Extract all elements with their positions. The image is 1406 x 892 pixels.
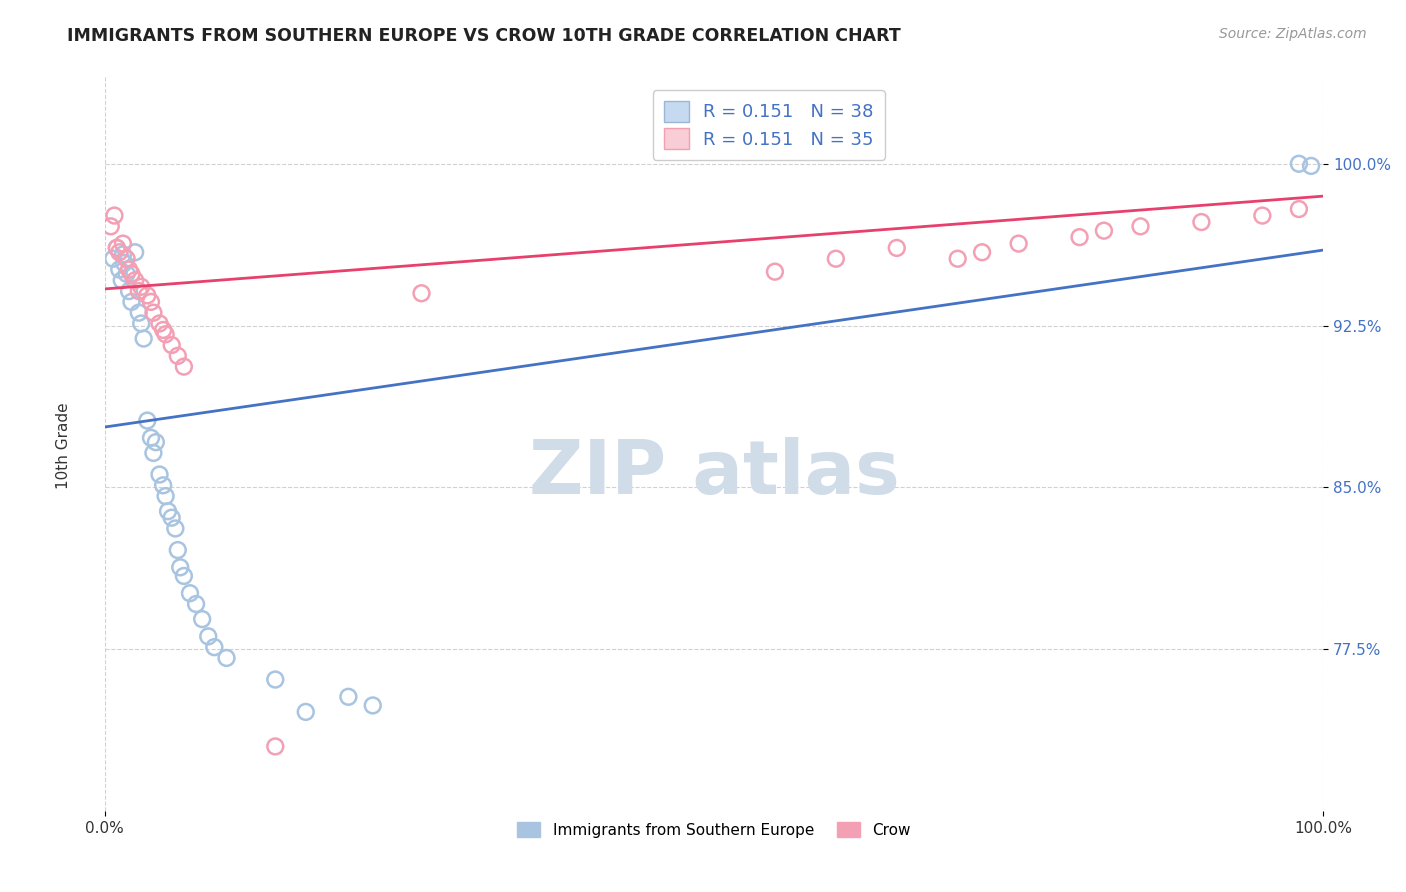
Point (886, 241, 908, 255)
Legend: Immigrants from Southern Europe, Crow: Immigrants from Southern Europe, Crow (512, 815, 917, 844)
Point (160, 510, 183, 524)
Point (139, 431, 162, 445)
Point (103, 252, 125, 266)
Point (115, 252, 138, 266)
Point (361, 698, 384, 713)
Point (115, 267, 138, 281)
Point (148, 467, 170, 482)
Point (215, 651, 238, 665)
Text: ZIP atlas: ZIP atlas (529, 437, 900, 510)
Point (128, 306, 150, 320)
Point (1129, 219, 1152, 234)
Point (105, 241, 128, 255)
Point (100, 219, 122, 234)
Point (148, 317, 170, 331)
Point (970, 245, 993, 260)
Point (111, 273, 134, 287)
Point (124, 273, 146, 287)
Point (142, 306, 165, 320)
Point (763, 265, 786, 279)
Point (145, 435, 167, 450)
Point (1288, 157, 1310, 171)
Point (129, 279, 152, 293)
Point (165, 521, 187, 535)
Point (1189, 215, 1212, 229)
Point (118, 284, 141, 298)
Point (1007, 236, 1029, 251)
Point (197, 629, 219, 643)
Point (111, 236, 134, 251)
Point (169, 560, 191, 574)
Point (129, 317, 152, 331)
Point (337, 690, 360, 704)
Point (184, 597, 207, 611)
Point (411, 286, 433, 301)
Point (152, 478, 174, 492)
Point (121, 294, 143, 309)
Point (155, 327, 177, 342)
Point (1069, 230, 1091, 244)
Point (142, 446, 165, 460)
Point (179, 586, 201, 600)
Point (139, 294, 162, 309)
Point (121, 267, 143, 281)
Point (132, 332, 155, 346)
Point (1092, 224, 1115, 238)
Point (157, 504, 180, 518)
Text: 10th Grade: 10th Grade (56, 402, 70, 490)
Point (824, 252, 846, 266)
Point (103, 209, 125, 223)
Point (111, 247, 134, 261)
Point (264, 673, 287, 687)
Point (155, 489, 177, 503)
Point (166, 543, 188, 558)
Point (124, 245, 146, 260)
Point (166, 349, 188, 363)
Point (1299, 159, 1322, 173)
Point (173, 359, 195, 374)
Point (294, 705, 316, 719)
Point (105, 241, 128, 255)
Point (128, 284, 150, 298)
Text: IMMIGRANTS FROM SOUTHERN EUROPE VS CROW 10TH GRADE CORRELATION CHART: IMMIGRANTS FROM SOUTHERN EUROPE VS CROW … (67, 27, 901, 45)
Point (108, 245, 131, 260)
Point (264, 739, 287, 754)
Point (152, 323, 174, 337)
Point (136, 288, 159, 302)
Point (136, 413, 159, 427)
Point (173, 569, 195, 583)
Point (1251, 209, 1274, 223)
Point (112, 256, 135, 270)
Point (108, 262, 131, 277)
Point (160, 338, 183, 352)
Point (118, 262, 141, 277)
Point (946, 252, 969, 266)
Text: Source: ZipAtlas.com: Source: ZipAtlas.com (1219, 27, 1367, 41)
Point (191, 612, 214, 626)
Point (1288, 202, 1310, 216)
Point (202, 640, 225, 655)
